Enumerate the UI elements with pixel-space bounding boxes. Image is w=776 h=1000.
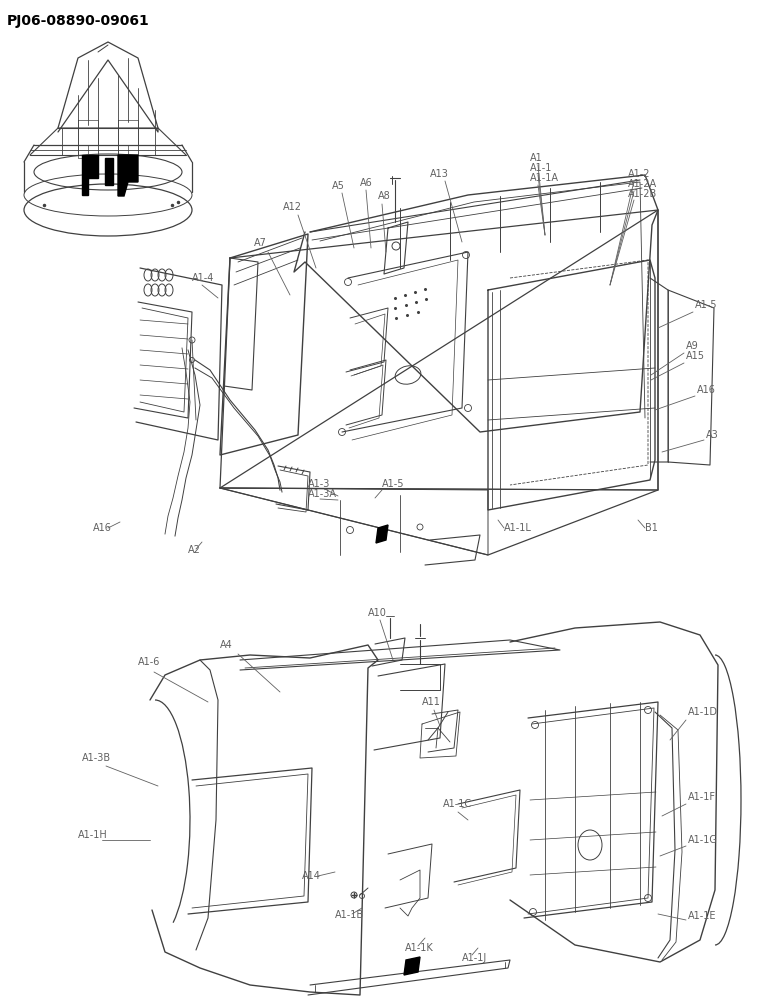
Text: A1-1A: A1-1A xyxy=(530,173,559,183)
Text: A1-3A: A1-3A xyxy=(308,489,337,499)
Polygon shape xyxy=(118,155,138,196)
Text: A1-2B: A1-2B xyxy=(628,189,657,199)
Text: A16: A16 xyxy=(93,523,112,533)
Text: A3: A3 xyxy=(706,430,719,440)
Text: A1-1K: A1-1K xyxy=(405,943,434,953)
Text: A1: A1 xyxy=(530,153,542,163)
Text: A1-1: A1-1 xyxy=(530,163,553,173)
Text: A1-1G: A1-1G xyxy=(688,835,718,845)
Text: A1-1E: A1-1E xyxy=(688,911,716,921)
Text: A1-1H: A1-1H xyxy=(78,830,108,840)
Text: A5: A5 xyxy=(332,181,345,191)
Polygon shape xyxy=(82,155,98,195)
Text: A10: A10 xyxy=(368,608,387,618)
Text: A4: A4 xyxy=(220,640,233,650)
Text: A1-1B: A1-1B xyxy=(335,910,364,920)
Text: A1-2A: A1-2A xyxy=(628,179,657,189)
Text: A1-1D: A1-1D xyxy=(688,707,718,717)
Text: A14: A14 xyxy=(302,871,320,881)
Text: A2: A2 xyxy=(188,545,201,555)
Text: PJ06-08890-09061: PJ06-08890-09061 xyxy=(7,14,150,28)
Text: A16: A16 xyxy=(697,385,716,395)
Text: A1-4: A1-4 xyxy=(192,273,214,283)
Text: A1-1L: A1-1L xyxy=(504,523,532,533)
Polygon shape xyxy=(376,525,388,543)
Text: A1-3: A1-3 xyxy=(308,479,331,489)
Polygon shape xyxy=(105,158,113,185)
Text: A12: A12 xyxy=(283,202,302,212)
Text: A1-1F: A1-1F xyxy=(688,792,716,802)
Polygon shape xyxy=(404,957,420,975)
Text: A8: A8 xyxy=(378,191,391,201)
Text: A1-3B: A1-3B xyxy=(82,753,111,763)
Text: A15: A15 xyxy=(686,351,705,361)
Text: A7: A7 xyxy=(254,238,267,248)
Text: A1-2: A1-2 xyxy=(628,169,650,179)
Text: A1-1C: A1-1C xyxy=(443,799,472,809)
Text: A1-6: A1-6 xyxy=(138,657,161,667)
Text: A9: A9 xyxy=(686,341,698,351)
Text: A1-5: A1-5 xyxy=(382,479,404,489)
Text: A1-5: A1-5 xyxy=(695,300,718,310)
Text: A6: A6 xyxy=(360,178,372,188)
Text: A11: A11 xyxy=(422,697,441,707)
Text: A1-1J: A1-1J xyxy=(462,953,487,963)
Text: B1: B1 xyxy=(645,523,658,533)
Text: A13: A13 xyxy=(430,169,449,179)
